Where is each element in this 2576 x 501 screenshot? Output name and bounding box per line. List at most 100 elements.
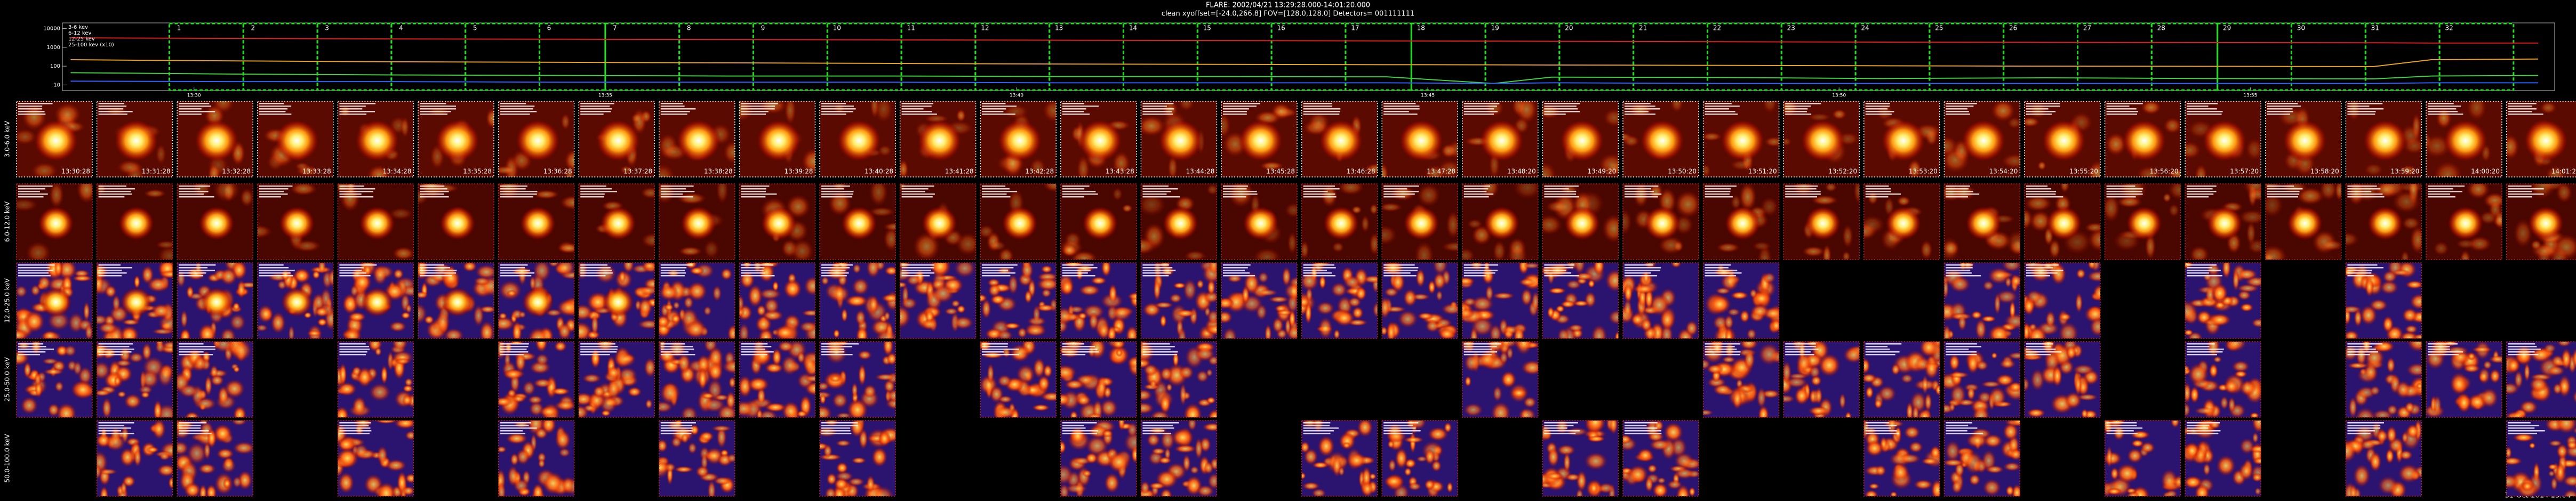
panel-annotation [2347,264,2378,266]
noise-blob [1491,401,1511,417]
image-panel [1381,262,1458,339]
panel-annotation [2508,191,2532,192]
noise-blob [73,360,82,376]
panel-time: 13:45:28 [1266,168,1295,175]
panel-annotation [982,270,1008,271]
panel-annotation [821,264,853,266]
panel-border [1863,420,1940,497]
noise-blob [1387,440,1395,449]
noise-blob [2127,448,2143,464]
image-panel: 13:33:28 [257,101,334,177]
panel-annotation [1062,343,1084,345]
noise-blob [723,141,735,164]
panel-annotation [2106,430,2134,432]
panel-image [659,101,735,177]
noise-blob [2506,457,2523,466]
noise-blob [1565,473,1581,481]
panel-annotation [2267,193,2300,195]
panel-annotation [1142,103,1174,104]
source [2447,206,2484,241]
panel-annotation [1223,108,1249,110]
panel-annotation [98,264,121,266]
noise-blob [1316,301,1335,316]
panel-image [1863,342,1940,417]
panel-annotation [1303,275,1335,277]
noise-blob [2556,462,2565,482]
panel-annotation [1705,349,1737,350]
image-panel: 13:42:28 [980,101,1057,177]
source [1559,119,1605,162]
noise-blob [1652,482,1669,496]
source [39,287,72,317]
image-panel: 13:37:28 [578,101,655,177]
noise-blob [401,116,410,139]
noise-blob [357,366,373,387]
panel-annotation [2267,196,2299,198]
panel-image [498,184,574,260]
noise-blob [1716,242,1740,253]
panel-border [578,262,655,339]
noise-blob [1403,436,1425,443]
panel-annotation [741,349,765,350]
noise-blob [1674,190,1699,219]
panel-annotation [420,270,457,271]
interval-label: 31 [2371,25,2379,32]
panel-annotation [1062,349,1098,350]
noise-blob [1189,465,1199,475]
panel-border [177,101,253,177]
noise-blob [1417,312,1434,320]
noise-blob [841,308,848,322]
noise-blob [1542,161,1557,177]
panel-annotation [1062,427,1086,429]
panel-border [1702,183,1780,260]
image-panel [1702,262,1780,339]
source [120,287,153,317]
panel-annotation [821,106,854,107]
noise-blob [2574,483,2576,489]
panel-annotation [2428,191,2462,192]
noise-blob [1810,389,1817,405]
panel-annotation [500,275,532,277]
noise-blob [2436,107,2452,130]
panel-annotation [1142,272,1171,274]
panel-annotation [179,103,210,104]
panel-border [1542,262,1619,339]
noise-blob [535,342,548,353]
panel-annotation [1383,193,1415,195]
image-panel [980,262,1057,339]
panel-annotation [1705,191,1731,192]
panel-border [418,183,494,260]
noise-blob [2356,344,2367,367]
noise-blob [220,267,238,286]
panel-annotation [901,272,935,274]
panel-annotation [339,270,362,271]
panel-border [257,101,334,177]
panel-border [1783,101,1860,177]
panel-annotation [1062,188,1085,190]
panel-annotation [901,193,935,195]
panel-annotation [1062,111,1084,112]
panel-border [2265,101,2342,177]
noise-blob [1301,296,1310,308]
panel-annotation [1705,108,1729,110]
image-panel: 13:56:20 [2104,101,2181,177]
image-panel [899,262,977,339]
image-panel [2024,183,2101,260]
panel-annotation [1062,185,1090,187]
panel-time: 13:59:20 [2390,168,2419,175]
panel-image [1783,342,1860,417]
panel-annotation [2026,264,2059,266]
noise-blob [725,391,735,410]
noise-blob [473,277,491,286]
panel-annotation [1142,270,1176,271]
panel-annotation [18,354,40,355]
noise-blob [1343,275,1362,289]
panel-annotation [500,185,527,187]
noise-blob [2553,383,2563,395]
noise-blob [1641,318,1652,333]
panel-annotation [2508,188,2544,190]
panel-annotation [1625,422,1658,424]
image-panel [1943,420,2021,497]
noise-blob [503,368,523,381]
panel-annotation [1625,188,1652,190]
